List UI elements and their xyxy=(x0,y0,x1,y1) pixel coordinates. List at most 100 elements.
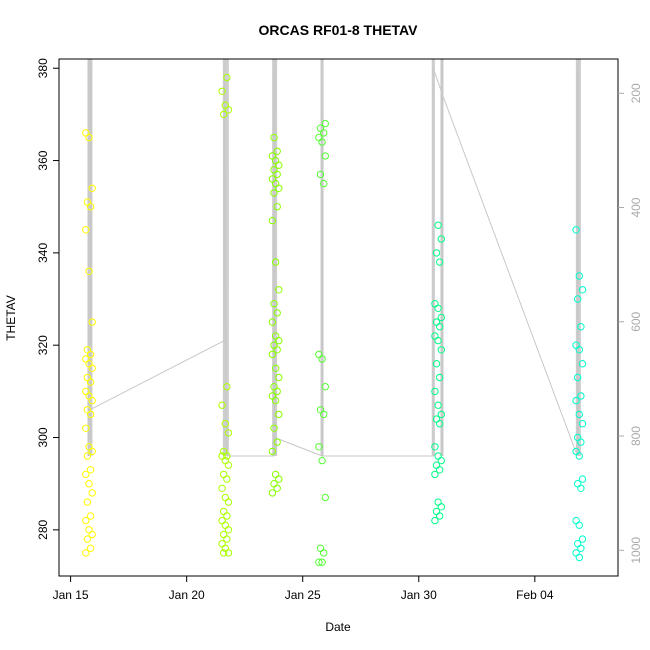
data-point xyxy=(271,470,280,479)
data-point xyxy=(316,544,325,552)
data-point xyxy=(431,387,439,396)
data-point xyxy=(431,470,439,479)
data-point xyxy=(224,498,233,506)
data-point xyxy=(218,540,226,548)
data-point xyxy=(437,346,445,354)
data-point xyxy=(432,507,441,516)
data-point xyxy=(432,461,441,469)
data-point xyxy=(320,549,328,557)
data-points xyxy=(82,73,587,566)
data-point xyxy=(577,323,585,331)
x-tick-label: Jan 30 xyxy=(401,588,437,602)
data-point xyxy=(574,373,582,382)
x-tick-label: Jan 15 xyxy=(53,588,89,602)
data-point xyxy=(572,226,580,234)
data-point xyxy=(273,438,281,446)
data-point xyxy=(88,447,96,456)
data-point xyxy=(572,516,580,525)
data-point xyxy=(574,540,582,548)
data-point xyxy=(86,203,95,211)
data-point xyxy=(218,484,226,492)
data-point xyxy=(275,475,283,483)
data-point xyxy=(86,512,95,520)
data-point xyxy=(575,346,583,354)
data-point xyxy=(577,484,585,492)
data-point xyxy=(275,336,283,345)
data-point xyxy=(223,73,231,82)
data-point xyxy=(218,401,226,409)
data-point xyxy=(86,350,95,359)
data-point xyxy=(83,498,92,506)
data-point xyxy=(436,466,444,474)
data-point xyxy=(320,129,328,137)
data-point xyxy=(220,530,228,539)
data-point xyxy=(436,323,444,331)
data-point xyxy=(270,480,278,488)
y-tick-label: 280 xyxy=(36,520,50,540)
data-point xyxy=(224,106,233,114)
x-tick-label: Jan 25 xyxy=(285,588,321,602)
x-axis-label: Date xyxy=(325,620,351,634)
data-point xyxy=(578,475,587,483)
data-point xyxy=(88,396,96,405)
data-point xyxy=(434,336,442,345)
data-point xyxy=(434,452,442,460)
data-point xyxy=(578,360,587,368)
data-point xyxy=(275,410,283,419)
data-point xyxy=(321,119,329,128)
plot-area-frame xyxy=(58,58,619,577)
data-point xyxy=(218,87,226,96)
y2-tick-label: 600 xyxy=(629,311,643,331)
data-point xyxy=(270,133,278,142)
data-point xyxy=(572,549,580,557)
data-point xyxy=(224,429,233,437)
data-point xyxy=(270,189,278,197)
data-point xyxy=(437,235,445,243)
data-point xyxy=(218,516,226,525)
data-point xyxy=(575,521,583,529)
data-point xyxy=(270,424,278,432)
data-point xyxy=(223,452,231,460)
data-point xyxy=(578,535,587,543)
data-point xyxy=(315,443,323,451)
data-point xyxy=(82,549,90,557)
data-point xyxy=(86,466,95,474)
data-point xyxy=(220,507,228,516)
data-point xyxy=(88,364,96,372)
data-point xyxy=(574,295,582,303)
data-point xyxy=(85,526,93,534)
data-point xyxy=(575,553,583,562)
data-point xyxy=(82,226,90,234)
data-point xyxy=(220,549,228,557)
data-point xyxy=(268,350,277,359)
data-point xyxy=(86,410,95,419)
data-point xyxy=(577,392,585,400)
data-point xyxy=(88,184,96,193)
data-point xyxy=(572,396,580,405)
data-point xyxy=(85,133,93,142)
data-point xyxy=(224,526,233,534)
data-point xyxy=(82,424,90,432)
y-axis-right: 200 400 600 800 1000 xyxy=(618,83,643,564)
data-point xyxy=(574,480,582,488)
data-point xyxy=(273,309,281,317)
data-point xyxy=(223,475,231,483)
y2-tick-label: 1000 xyxy=(629,537,643,564)
data-point xyxy=(434,304,442,312)
data-point xyxy=(270,300,278,308)
data-point xyxy=(88,530,96,539)
y2-tick-label: 800 xyxy=(629,426,643,446)
data-point xyxy=(437,503,445,511)
data-point xyxy=(437,313,445,322)
data-point xyxy=(437,456,445,465)
data-point xyxy=(273,147,281,156)
y2-tick-label: 200 xyxy=(629,83,643,103)
data-point xyxy=(224,461,233,469)
data-point xyxy=(275,286,283,294)
data-point xyxy=(268,489,277,497)
data-point xyxy=(436,373,444,382)
data-point xyxy=(436,420,444,428)
data-point xyxy=(273,484,281,492)
data-point xyxy=(431,516,439,525)
y-tick-label: 320 xyxy=(36,335,50,355)
